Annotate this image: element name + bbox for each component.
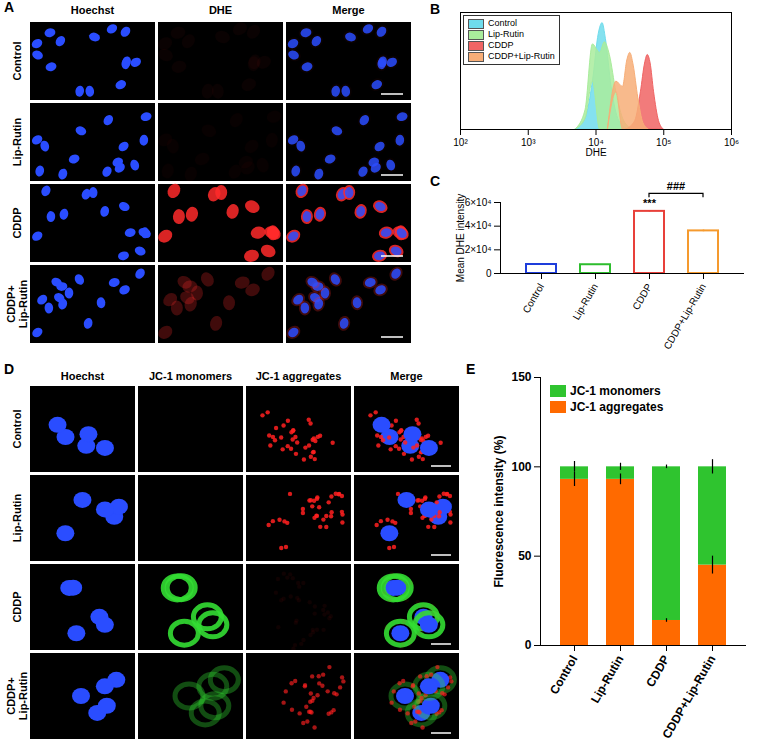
svg-text:###: ### [667, 180, 685, 192]
svg-text:A: A [4, 0, 14, 15]
svg-text:Lip-Rutin: Lip-Rutin [17, 280, 29, 329]
html-text:JC-1 aggregates: JC-1 aggregates [570, 400, 664, 414]
svg-text:10⁶: 10⁶ [724, 137, 739, 148]
svg-text:E: E [466, 361, 475, 377]
svg-text:Hoechst: Hoechst [61, 370, 105, 382]
svg-text:Fluorescence intensity (%): Fluorescence intensity (%) [492, 435, 506, 587]
svg-text:0: 0 [486, 268, 492, 279]
html-text:Control: Control [488, 18, 517, 28]
svg-text:Lip-Rutin: Lip-Rutin [11, 494, 23, 543]
svg-text:6×10⁴: 6×10⁴ [465, 197, 492, 208]
svg-text:150: 150 [511, 370, 531, 384]
svg-text:CDDP: CDDP [643, 653, 672, 689]
svg-text:10²: 10² [453, 137, 468, 148]
svg-text:10⁵: 10⁵ [656, 137, 671, 148]
svg-text:0: 0 [525, 638, 532, 652]
svg-text:Lip-Rutin: Lip-Rutin [17, 672, 29, 721]
svg-text:JC-1 aggregates: JC-1 aggregates [256, 370, 342, 382]
svg-text:Hoechst: Hoechst [71, 4, 115, 16]
svg-text:Merge: Merge [332, 4, 364, 16]
svg-text:DHE: DHE [585, 147, 606, 158]
svg-text:Mean DHE intensity: Mean DHE intensity [455, 194, 466, 282]
svg-text:JC-1 monomers: JC-1 monomers [149, 370, 232, 382]
html-text:Lip-Rutin: Lip-Rutin [488, 29, 524, 39]
svg-text:50: 50 [518, 549, 532, 563]
svg-text:2×10⁴: 2×10⁴ [465, 244, 492, 255]
svg-text:CDDP: CDDP [630, 281, 654, 311]
svg-text:CDDP: CDDP [11, 207, 23, 238]
svg-text:Merge: Merge [390, 370, 422, 382]
svg-text:CDDP: CDDP [11, 591, 23, 622]
html-text:JC-1 monomers: JC-1 monomers [570, 384, 661, 398]
html-text:CDDP: CDDP [488, 40, 514, 50]
svg-text:***: *** [643, 197, 657, 209]
svg-text:CDDP+Lip-Rutin: CDDP+Lip-Rutin [659, 653, 718, 741]
svg-text:D: D [4, 361, 14, 377]
svg-text:CDDP+Lip-Rutin: CDDP+Lip-Rutin [661, 282, 708, 352]
svg-text:Lip-Rutin: Lip-Rutin [11, 118, 23, 167]
svg-text:10⁴: 10⁴ [588, 136, 604, 148]
svg-text:DHE: DHE [209, 4, 232, 16]
svg-text:CDDP+: CDDP+ [5, 677, 17, 715]
svg-text:CDDP+: CDDP+ [5, 285, 17, 323]
svg-text:Lip-Rutin: Lip-Rutin [570, 282, 600, 322]
svg-text:B: B [430, 1, 440, 17]
svg-text:Lip-Rutin: Lip-Rutin [588, 653, 626, 706]
svg-text:100: 100 [511, 460, 531, 474]
svg-text:Control: Control [520, 282, 546, 315]
html-text:CDDP+Lip-Rutin: CDDP+Lip-Rutin [488, 51, 555, 61]
svg-text:Control: Control [11, 41, 23, 80]
svg-text:10³: 10³ [521, 137, 536, 148]
svg-text:4×10⁴: 4×10⁴ [465, 220, 492, 231]
svg-text:Control: Control [11, 409, 23, 448]
svg-text:Control: Control [547, 653, 580, 697]
svg-text:C: C [430, 173, 440, 189]
